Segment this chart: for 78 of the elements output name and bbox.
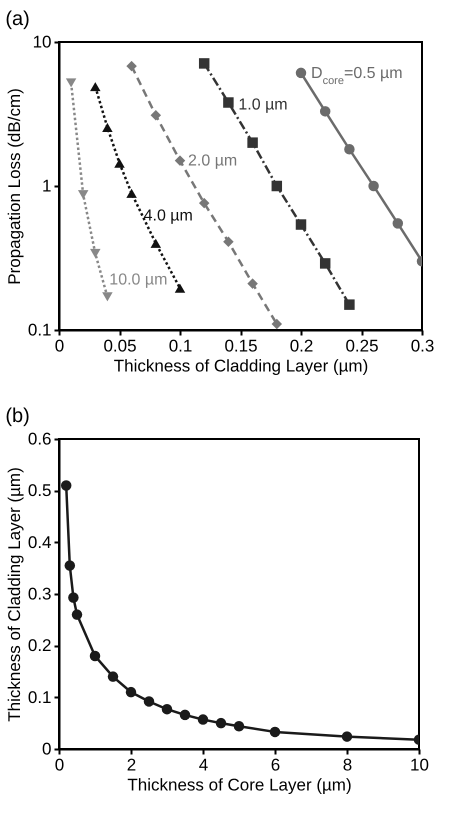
point xyxy=(108,671,118,682)
series-label: 1.0 µm xyxy=(238,96,288,114)
point xyxy=(68,592,79,603)
point xyxy=(150,238,162,248)
point xyxy=(198,198,210,208)
x-tick-label: 0.05 xyxy=(103,336,137,356)
point xyxy=(392,218,404,229)
x-tick-label: 0.2 xyxy=(290,336,314,356)
y-tick-label: 0.2 xyxy=(28,636,52,656)
y-tick-label: 0.1 xyxy=(28,320,52,340)
y-tick-label: 10 xyxy=(32,32,52,52)
point xyxy=(320,258,330,269)
y-tick-label: 0.6 xyxy=(28,430,52,448)
x-tick-label: 0.15 xyxy=(224,336,258,356)
chart-title: (a) xyxy=(5,8,30,30)
point xyxy=(90,650,100,662)
x-tick-label: 8 xyxy=(342,756,352,774)
series-label: D$_{core}$=0.5 µm xyxy=(311,64,403,87)
point xyxy=(126,188,137,198)
point xyxy=(223,97,234,108)
point xyxy=(102,122,113,132)
x-tick-label: 0.1 xyxy=(168,336,192,356)
y-tick-label: 0.1 xyxy=(28,688,52,707)
y-tick-label: 0.4 xyxy=(28,532,52,552)
point xyxy=(234,721,244,732)
point xyxy=(247,137,258,148)
point xyxy=(198,58,210,69)
series-label: 10.0 µm xyxy=(109,271,168,288)
x-tick-label: 10 xyxy=(410,756,429,774)
x-tick-label: 0.3 xyxy=(410,336,434,356)
x-tick-label: 6 xyxy=(270,756,280,774)
point xyxy=(270,726,280,738)
point xyxy=(126,60,137,72)
point xyxy=(90,82,101,92)
point xyxy=(144,696,154,707)
point xyxy=(296,68,306,78)
point xyxy=(344,144,355,154)
point xyxy=(368,180,379,192)
x-tick-label: 4 xyxy=(198,756,208,774)
y-axis-title: Thickness of Cladding Layer (µm) xyxy=(4,467,24,722)
point xyxy=(90,248,101,258)
point xyxy=(114,158,125,168)
point xyxy=(272,180,282,192)
point xyxy=(66,78,76,88)
series-label: 4.0 µm xyxy=(144,207,193,224)
point xyxy=(60,480,72,491)
y-tick-label: 1 xyxy=(42,176,52,196)
point xyxy=(78,190,88,200)
series-label: 2.0 µm xyxy=(188,152,238,170)
point xyxy=(320,106,330,117)
x-tick-label: 0 xyxy=(54,336,64,356)
y-tick-label: 0 xyxy=(42,740,52,758)
point xyxy=(162,704,172,714)
y-tick-label: 0.5 xyxy=(28,481,52,500)
point xyxy=(102,292,113,302)
point xyxy=(198,714,208,725)
x-tick-label: 2 xyxy=(126,756,136,774)
point xyxy=(180,710,190,720)
point xyxy=(272,318,282,330)
x-tick-label: 0.25 xyxy=(345,336,379,356)
point xyxy=(216,718,226,728)
point xyxy=(150,110,162,120)
point xyxy=(64,560,76,571)
point xyxy=(174,284,186,293)
x-axis-title: Thickness of Core Layer (µm) xyxy=(127,776,352,794)
chart-title: (b) xyxy=(5,405,30,427)
point xyxy=(126,686,136,698)
x-axis-title: Thickness of Cladding Layer (µm) xyxy=(114,356,368,376)
point xyxy=(296,219,306,230)
y-tick-label: 0.3 xyxy=(28,584,52,604)
point xyxy=(174,155,186,166)
point xyxy=(344,299,355,310)
point xyxy=(342,731,352,742)
point xyxy=(223,236,234,248)
y-axis-title: Propagation Loss (dB/cm) xyxy=(4,88,24,285)
point xyxy=(72,609,82,620)
x-tick-label: 0 xyxy=(54,756,64,774)
point xyxy=(247,278,258,289)
